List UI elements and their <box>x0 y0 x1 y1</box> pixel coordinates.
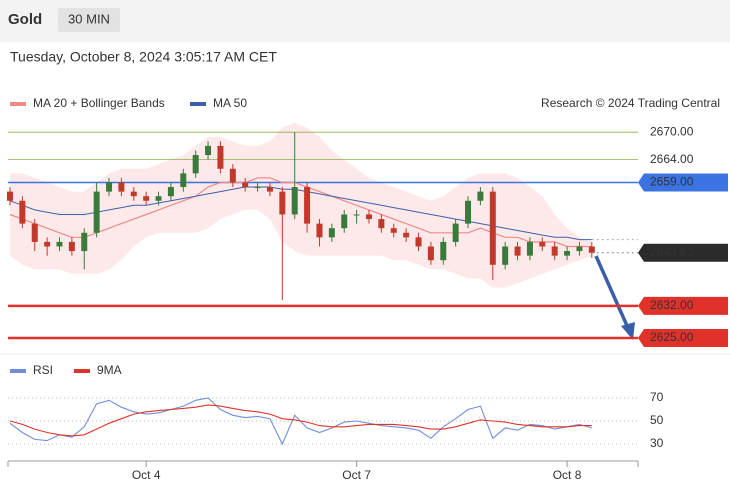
candle-body <box>489 191 496 265</box>
candle-body <box>539 241 546 247</box>
level-label-box <box>638 173 728 192</box>
candle-body <box>118 182 125 192</box>
candle-body <box>93 191 100 233</box>
candle-body <box>353 214 360 216</box>
legend-swatch <box>190 102 206 106</box>
chart-title: Gold <box>8 11 42 28</box>
candle-body <box>526 241 533 256</box>
legend-swatch <box>74 369 90 373</box>
candle-body <box>155 196 162 201</box>
candle-body <box>514 246 521 256</box>
legend-label: MA 20 + Bollinger Bands <box>33 96 165 110</box>
bollinger-band <box>9 123 592 288</box>
candle-body <box>440 241 447 261</box>
candle-body <box>229 168 236 183</box>
candle-body <box>316 223 323 238</box>
timeframe-badge <box>58 8 120 32</box>
candle-body <box>242 182 249 188</box>
x-tick-label: Oct 4 <box>132 468 161 482</box>
forecast-arrow <box>594 255 630 329</box>
candle-body <box>304 187 311 224</box>
subtitle: Tuesday, October 8, 2024 3:05:17 AM CET <box>10 49 277 65</box>
level-label-box <box>638 296 728 315</box>
last-price-label: 2643.62 <box>650 245 694 259</box>
forecast-arrow-head <box>621 322 635 340</box>
legend-label: RSI <box>33 363 53 377</box>
x-tick-label: Oct 8 <box>553 468 582 482</box>
candle-body <box>564 251 571 256</box>
rsi-line <box>9 404 592 437</box>
level-label: 2670.00 <box>650 124 694 138</box>
candle-body <box>378 219 385 229</box>
candle-body <box>415 237 422 247</box>
candle-body <box>279 191 286 215</box>
level-label: 2632.00 <box>650 298 694 312</box>
candle-body <box>31 223 38 242</box>
rsi-tick-label: 50 <box>650 413 664 427</box>
candle-body <box>143 196 150 201</box>
candle-body <box>81 232 88 252</box>
level-label: 2664.00 <box>650 152 694 166</box>
candle-body <box>551 246 558 256</box>
candle-body <box>588 246 595 253</box>
candle-body <box>254 187 261 189</box>
candle-body <box>68 241 75 252</box>
candle-body <box>403 232 410 238</box>
candle-body <box>56 241 63 247</box>
candle-body <box>192 155 199 174</box>
header-bar <box>0 0 730 42</box>
timeframe: 30 MIN <box>68 11 110 26</box>
candle-body <box>576 246 583 252</box>
candle-body <box>291 187 298 215</box>
candle-body <box>477 191 484 201</box>
candle-body <box>167 187 174 197</box>
candle-body <box>328 228 335 238</box>
candle-body <box>427 246 434 261</box>
candle-body <box>217 145 224 169</box>
candle-body <box>452 223 459 242</box>
candle-body <box>341 214 348 229</box>
level-label: 2659.00 <box>650 175 694 189</box>
x-tick-label: Oct 7 <box>342 468 371 482</box>
rsi-line <box>9 397 592 446</box>
candle-body <box>6 191 13 201</box>
candle-body <box>180 173 187 188</box>
legend-label: 9MA <box>97 363 122 377</box>
legend-swatch <box>10 102 26 106</box>
candle-body <box>19 200 26 224</box>
last-price-box <box>638 243 728 262</box>
legend-swatch <box>10 369 26 373</box>
candle-body <box>106 182 113 192</box>
level-label: 2625.00 <box>650 330 694 344</box>
candle-body <box>365 214 372 220</box>
rsi-tick-label: 70 <box>650 390 664 404</box>
candle-body <box>502 246 509 265</box>
legend-label: MA 50 <box>213 96 247 110</box>
level-label-box <box>638 328 728 347</box>
candle-body <box>130 191 137 197</box>
source: Research © 2024 Trading Central <box>541 96 720 110</box>
rsi-tick-label: 30 <box>650 436 664 450</box>
candle-body <box>266 187 273 192</box>
candle-body <box>465 200 472 224</box>
candle-body <box>205 145 212 156</box>
candle-body <box>390 228 397 233</box>
candle-body <box>44 241 51 247</box>
